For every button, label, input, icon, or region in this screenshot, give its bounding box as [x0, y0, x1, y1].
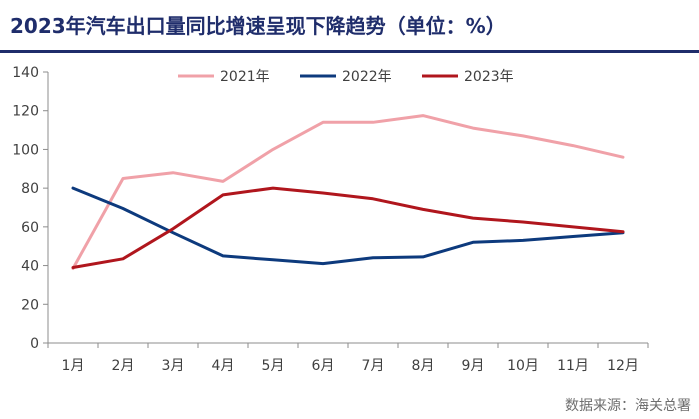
- y-tick-label: 120: [12, 104, 39, 120]
- series-line-2023年: [71, 186, 625, 269]
- chart-axes: 0 20 40 60 80 100 120 140 1月 2月 3月 4月 5月 6月 7月 8月 9月 10月 1…: [12, 65, 649, 374]
- x-tick-label: 6月: [312, 358, 335, 374]
- legend-label: 2023年: [464, 69, 514, 85]
- y-tick-label: 0: [30, 336, 39, 352]
- x-tick-label: 3月: [162, 358, 185, 374]
- x-tick-label: 9月: [462, 358, 485, 374]
- title-underline: [0, 50, 699, 53]
- chart-title: 2023年汽车出口量同比增速呈现下降趋势（单位：%）: [10, 14, 506, 38]
- series-line-2022年: [71, 186, 625, 266]
- series-line-2021年: [71, 114, 625, 270]
- y-tick-label: 40: [21, 259, 39, 275]
- x-tick-label: 10月: [507, 358, 539, 374]
- y-tick-label: 100: [12, 142, 39, 158]
- x-tick-label: 12月: [607, 358, 639, 374]
- y-tick-label: 60: [21, 220, 39, 236]
- legend-label: 2021年: [220, 69, 270, 85]
- y-tick-label: 140: [12, 65, 39, 81]
- x-tick-label: 1月: [62, 358, 85, 374]
- data-source: 数据来源：海关总署: [565, 398, 691, 414]
- x-tick-label: 4月: [212, 358, 235, 374]
- legend-label: 2022年: [342, 69, 392, 85]
- x-tick-label: 8月: [412, 358, 435, 374]
- x-tick-label: 11月: [557, 358, 589, 374]
- x-tick-label: 7月: [362, 358, 385, 374]
- x-tick-label: 5月: [262, 358, 285, 374]
- y-tick-label: 80: [21, 181, 39, 197]
- title-bar: 2023年汽车出口量同比增速呈现下降趋势（单位：%）: [0, 0, 699, 58]
- chart-legend: 2021年 2022年 2023年: [178, 69, 514, 85]
- chart-series: [71, 114, 625, 270]
- x-tick-label: 2月: [112, 358, 135, 374]
- y-tick-label: 20: [21, 297, 39, 313]
